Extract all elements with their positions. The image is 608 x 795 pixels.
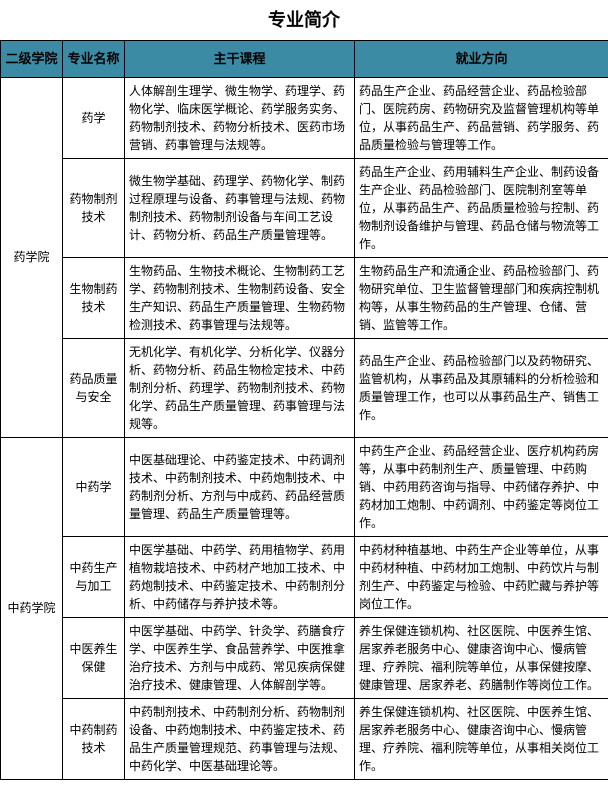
college-cell: 中药学院: [1, 437, 63, 779]
career-cell: 药品生产企业、药品检验部门以及药物研究、监管机构，从事药品及其原辅料的分析检验和…: [355, 338, 608, 437]
courses-cell: 中医学基础、中药学、针灸学、药膳食疗学、中医养生学、食品营养学、中医推拿治疗技术…: [125, 617, 355, 698]
major-cell: 中药生产与加工: [63, 536, 125, 617]
courses-cell: 无机化学、有机化学、分析化学、仪器分析、药物分析、药品生物检定技术、中药制剂分析…: [125, 338, 355, 437]
header-major: 专业名称: [63, 41, 125, 78]
table-row: 中药制药技术 中药制剂技术、中药制剂分析、药物制剂设备、中药炮制技术、中药鉴定技…: [1, 698, 608, 779]
courses-cell: 人体解剖生理学、微生物学、药理学、药物化学、临床医学概论、药学服务实务、药物制剂…: [125, 77, 355, 158]
career-cell: 生物药品生产和流通企业、药品检验部门、药物研究单位、卫生监督管理部门和疾病控制机…: [355, 257, 608, 338]
career-cell: 药品生产企业、药品经营企业、药品检验部门、医院药房、药物研究及监督管理机构等单位…: [355, 77, 608, 158]
header-courses: 主干课程: [125, 41, 355, 78]
college-cell: 药学院: [1, 77, 63, 437]
table-row: 药学院 药学 人体解剖生理学、微生物学、药理学、药物化学、临床医学概论、药学服务…: [1, 77, 608, 158]
majors-table: 二级学院 专业名称 主干课程 就业方向 药学院 药学 人体解剖生理学、微生物学、…: [0, 40, 608, 780]
page-title: 专业简介: [0, 0, 608, 40]
table-row: 中医养生保健 中医学基础、中药学、针灸学、药膳食疗学、中医养生学、食品营养学、中…: [1, 617, 608, 698]
table-row: 药物制剂技术 微生物学基础、药理学、药物化学、制药过程原理与设备、药事管理与法规…: [1, 158, 608, 257]
table-row: 中药生产与加工 中医学基础、中药学、药用植物学、药用植物栽培技术、中药材产地加工…: [1, 536, 608, 617]
table-row: 中药学院 中药学 中医基础理论、中药鉴定技术、中药调剂技术、中药制剂技术、中药炮…: [1, 437, 608, 536]
table-row: 药品质量与安全 无机化学、有机化学、分析化学、仪器分析、药物分析、药品生物检定技…: [1, 338, 608, 437]
career-cell: 中药材种植基地、中药生产企业等单位，从事中药材种植、中药材加工炮制、中药饮片与制…: [355, 536, 608, 617]
major-cell: 中药学: [63, 437, 125, 536]
courses-cell: 生物药品、生物技术概论、生物制药工艺学、药物制剂技术、生物制药设备、安全生产知识…: [125, 257, 355, 338]
courses-cell: 中医学基础、中药学、药用植物学、药用植物栽培技术、中药材产地加工技术、中药炮制技…: [125, 536, 355, 617]
major-cell: 药物制剂技术: [63, 158, 125, 257]
career-cell: 中药生产企业、药品经营企业、医疗机构药房等，从事中药制剂生产、质量管理、中药购销…: [355, 437, 608, 536]
career-cell: 养生保健连锁机构、社区医院、中医养生馆、居家养老服务中心、健康咨询中心、慢病管理…: [355, 617, 608, 698]
major-cell: 药学: [63, 77, 125, 158]
table-header-row: 二级学院 专业名称 主干课程 就业方向: [1, 41, 608, 78]
table-row: 生物制药技术 生物药品、生物技术概论、生物制药工艺学、药物制剂技术、生物制药设备…: [1, 257, 608, 338]
major-cell: 药品质量与安全: [63, 338, 125, 437]
career-cell: 药品生产企业、药用辅料生产企业、制药设备生产企业、药品检验部门、医院制剂室等单位…: [355, 158, 608, 257]
major-cell: 中药制药技术: [63, 698, 125, 779]
career-cell: 养生保健连锁机构、社区医院、中医养生馆、居家养老服务中心、健康咨询中心、慢病管理…: [355, 698, 608, 779]
major-cell: 中医养生保健: [63, 617, 125, 698]
header-career: 就业方向: [355, 41, 608, 78]
courses-cell: 微生物学基础、药理学、药物化学、制药过程原理与设备、药事管理与法规、药物制剂技术…: [125, 158, 355, 257]
major-cell: 生物制药技术: [63, 257, 125, 338]
courses-cell: 中医基础理论、中药鉴定技术、中药调剂技术、中药制剂技术、中药炮制技术、中药制剂分…: [125, 437, 355, 536]
courses-cell: 中药制剂技术、中药制剂分析、药物制剂设备、中药炮制技术、中药鉴定技术、药品生产质…: [125, 698, 355, 779]
header-college: 二级学院: [1, 41, 63, 78]
